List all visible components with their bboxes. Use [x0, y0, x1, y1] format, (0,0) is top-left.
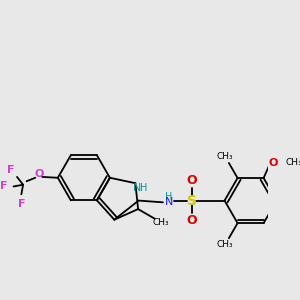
Text: O: O — [186, 214, 197, 227]
Text: CH₃: CH₃ — [286, 158, 300, 167]
Text: N: N — [133, 182, 141, 193]
Text: S: S — [187, 194, 196, 208]
Text: H: H — [140, 182, 147, 193]
Text: CH₃: CH₃ — [217, 240, 233, 249]
Text: N: N — [165, 197, 173, 207]
Text: O: O — [186, 174, 197, 187]
Text: CH₃: CH₃ — [152, 218, 169, 226]
Text: F: F — [7, 165, 15, 175]
Text: O: O — [268, 158, 278, 168]
Text: F: F — [0, 182, 8, 191]
Text: F: F — [18, 199, 25, 209]
Text: CH₃: CH₃ — [217, 152, 233, 161]
Text: H: H — [165, 192, 173, 202]
Text: O: O — [34, 169, 43, 179]
